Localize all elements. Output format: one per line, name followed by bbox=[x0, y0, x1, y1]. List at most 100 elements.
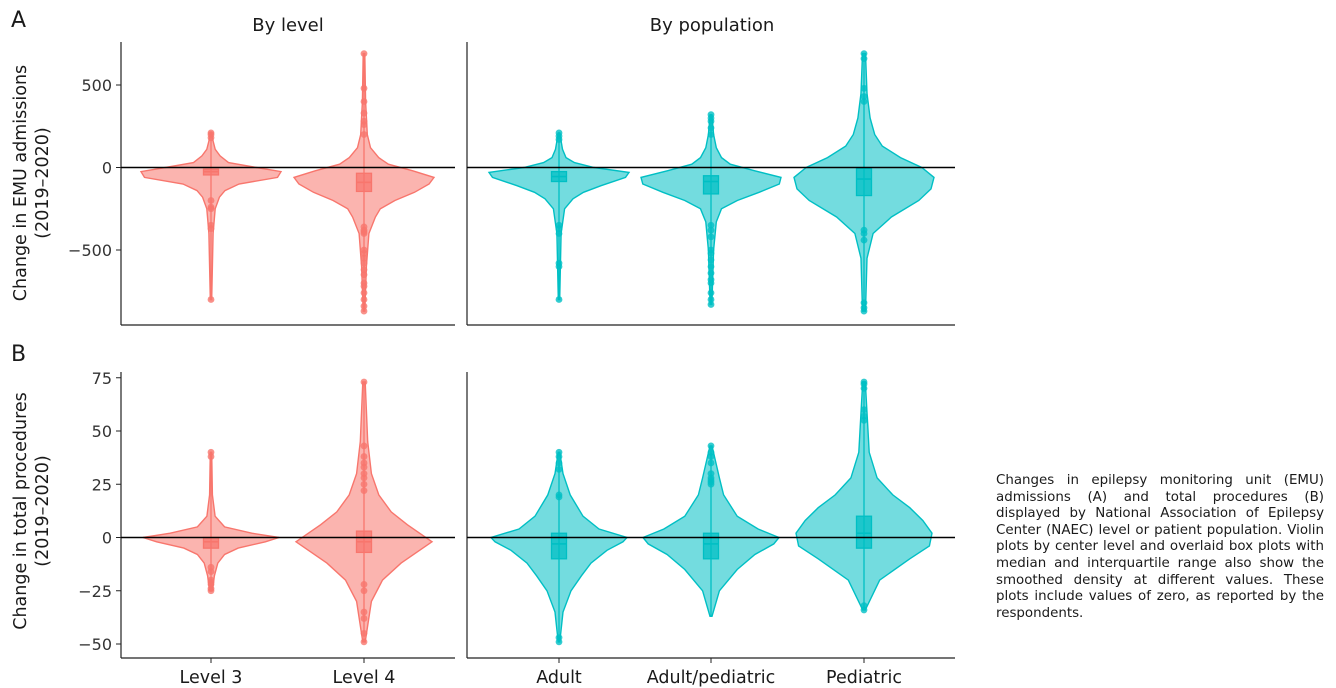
outlier-point bbox=[707, 263, 715, 270]
outlier-point bbox=[360, 109, 368, 117]
outlier-point bbox=[860, 93, 868, 100]
outlier-point bbox=[860, 230, 868, 237]
outlier-point bbox=[360, 50, 368, 58]
outlier-point bbox=[707, 256, 715, 264]
violin-group-level-4 bbox=[294, 378, 434, 646]
violin-group-level-3 bbox=[142, 448, 280, 595]
y-tick-label: 75 bbox=[92, 369, 112, 388]
outlier-point bbox=[360, 587, 368, 595]
outlier-point bbox=[707, 301, 715, 308]
outlier-point bbox=[707, 226, 715, 234]
outlier-point bbox=[860, 416, 868, 424]
x-tick-label: Adult bbox=[536, 668, 582, 688]
panel-label-a: A bbox=[11, 8, 26, 33]
figure-caption: Changes in epilepsy monitoring unit (EMU… bbox=[996, 473, 1324, 621]
box-iqr bbox=[550, 532, 568, 560]
x-tick-label: Pediatric bbox=[826, 668, 902, 688]
y-tick-label: −500 bbox=[68, 241, 112, 260]
outlier-point bbox=[555, 638, 563, 646]
outlier-point bbox=[555, 263, 563, 270]
outlier-point bbox=[360, 302, 368, 310]
outlier-point bbox=[555, 493, 563, 501]
outlier-point bbox=[207, 134, 215, 142]
outlier-point bbox=[860, 55, 868, 62]
outlier-point bbox=[707, 480, 715, 488]
outlier-point bbox=[860, 236, 868, 244]
y-axis-title-a-line1: Change in EMU admissions bbox=[11, 65, 31, 301]
violin-group-level-3 bbox=[139, 129, 283, 303]
outlier-point bbox=[360, 259, 368, 267]
y-axis-title-b-line2: (2019–2020) bbox=[33, 455, 53, 566]
outlier-point bbox=[207, 296, 215, 303]
x-tick-label: Adult/pediatric bbox=[647, 668, 776, 688]
outlier-point bbox=[860, 50, 868, 58]
outlier-point bbox=[707, 279, 715, 287]
outlier-point bbox=[707, 453, 715, 460]
outlier-point bbox=[860, 385, 868, 392]
outlier-point bbox=[360, 289, 368, 297]
outlier-point bbox=[207, 568, 215, 575]
outlier-point bbox=[360, 442, 368, 450]
violin-group-adult bbox=[489, 448, 629, 646]
outlier-point bbox=[360, 98, 368, 105]
violin-group-adult bbox=[487, 129, 631, 303]
outlier-point bbox=[360, 580, 368, 588]
outlier-point bbox=[360, 629, 368, 637]
outlier-point bbox=[360, 84, 368, 92]
outlier-point bbox=[860, 307, 868, 315]
outlier-point bbox=[707, 117, 715, 125]
outlier-point bbox=[360, 230, 368, 237]
x-tick-label: Level 3 bbox=[180, 668, 243, 688]
outlier-point bbox=[707, 131, 715, 138]
outlier-point bbox=[707, 249, 715, 257]
outlier-point bbox=[860, 84, 868, 92]
box-iqr bbox=[855, 515, 873, 549]
outlier-point bbox=[360, 638, 368, 646]
outlier-point bbox=[555, 465, 563, 473]
outlier-point bbox=[207, 225, 215, 232]
outlier-point bbox=[360, 121, 368, 128]
outlier-point bbox=[707, 296, 715, 303]
box-iqr bbox=[202, 536, 220, 549]
outlier-point bbox=[707, 289, 715, 297]
outlier-point bbox=[360, 296, 368, 303]
outlier-point bbox=[360, 378, 368, 386]
outlier-point bbox=[860, 299, 868, 307]
panel-label-b: B bbox=[11, 342, 26, 367]
y-tick-label: 50 bbox=[92, 422, 112, 441]
outlier-point bbox=[707, 124, 715, 132]
facet-b-level: 75 50 25 0 −25 −50 Level 3 Level 4 bbox=[78, 369, 455, 688]
outlier-point bbox=[360, 480, 368, 488]
facet-b-population: Adult Adult/pediatric Pediatric bbox=[466, 372, 955, 688]
outlier-point bbox=[707, 459, 715, 467]
column-title-by-level: By level bbox=[252, 15, 324, 36]
y-axis-title-a-line2: (2019–2020) bbox=[33, 127, 53, 238]
outlier-point bbox=[360, 453, 368, 460]
outlier-point bbox=[360, 249, 368, 257]
column-title-by-population: By population bbox=[650, 15, 775, 36]
box-iqr bbox=[855, 167, 873, 197]
outlier-point bbox=[207, 205, 215, 213]
outlier-point bbox=[360, 463, 368, 471]
violin-group-level-4 bbox=[292, 50, 436, 315]
y-axis-title-a: Change in EMU admissions (2019–2020) bbox=[11, 65, 53, 301]
outlier-point bbox=[860, 606, 868, 614]
violin-group-adult-pediatric bbox=[640, 111, 782, 308]
outlier-point bbox=[707, 442, 715, 450]
box-iqr bbox=[702, 532, 720, 560]
outlier-point bbox=[555, 136, 563, 143]
facet-a-population bbox=[466, 42, 955, 326]
x-tick-label: Level 4 bbox=[333, 668, 396, 688]
outlier-point bbox=[360, 307, 368, 315]
outlier-point bbox=[360, 131, 368, 138]
violin-group-adult-pediatric bbox=[641, 442, 781, 618]
outlier-point bbox=[360, 487, 368, 495]
y-tick-label: 0 bbox=[102, 529, 112, 548]
outlier-point bbox=[360, 474, 368, 482]
outlier-point bbox=[707, 233, 715, 241]
outlier-point bbox=[207, 453, 215, 460]
outlier-point bbox=[555, 296, 563, 303]
y-tick-label: 0 bbox=[102, 159, 112, 178]
outlier-point bbox=[360, 608, 368, 616]
